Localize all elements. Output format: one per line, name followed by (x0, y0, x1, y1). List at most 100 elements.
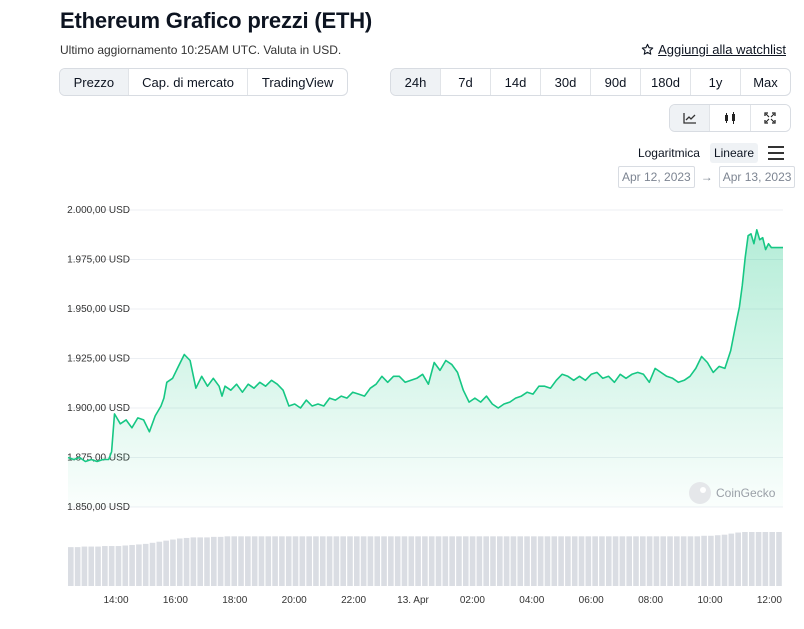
volume-bar (401, 536, 408, 586)
x-tick-label: 08:00 (638, 595, 663, 606)
volume-bar (517, 536, 524, 586)
volume-bar (462, 536, 469, 586)
x-tick-label: 16:00 (163, 595, 188, 606)
range-90d[interactable]: 90d (591, 69, 641, 95)
hamburger-menu-icon[interactable] (768, 146, 784, 160)
volume-bar (176, 538, 183, 586)
add-to-watchlist-link[interactable]: Aggiungi alla watchlist (641, 42, 786, 57)
chart-type-tabs: Prezzo Cap. di mercato TradingView (59, 68, 348, 96)
x-tick-label: 13. Apr (397, 595, 429, 606)
y-tick-label: 1.900,00 USD (67, 403, 130, 414)
volume-bar (354, 536, 360, 586)
x-axis-labels: 14:00 16:00 18:00 20:00 22:00 13. Apr 02:00 04:… (103, 595, 782, 606)
volume-bar (626, 536, 632, 586)
y-tick-label: 2.000,00 USD (67, 205, 130, 216)
volume-bar (224, 536, 231, 586)
last-updated-text: Ultimo aggiornamento 10:25AM UTC. Valuta… (60, 43, 342, 57)
volume-bar (74, 547, 81, 586)
volume-bar (633, 536, 639, 586)
volume-bar (551, 536, 558, 586)
volume-bar (619, 536, 626, 586)
volume-bar (510, 536, 517, 586)
volume-bar (360, 536, 367, 586)
volume-bar (531, 536, 537, 586)
volume-bar (469, 536, 476, 586)
volume-bar (660, 536, 667, 586)
tab-tradingview[interactable]: TradingView (261, 74, 334, 90)
tab-market-cap[interactable]: Cap. di mercato (129, 69, 249, 95)
volume-bar (578, 536, 585, 586)
volume-bar (313, 536, 319, 586)
range-7d[interactable]: 7d (441, 69, 491, 95)
volume-bar (231, 536, 238, 586)
line-chart-button[interactable] (670, 105, 711, 131)
volume-bar (415, 536, 421, 586)
candlestick-icon (724, 112, 735, 124)
volume-bar (680, 536, 687, 586)
y-tick-label: 1.975,00 USD (67, 255, 130, 266)
volume-bar (306, 536, 312, 586)
chart-view-toggle (669, 104, 791, 132)
range-max[interactable]: Max (753, 74, 778, 90)
volume-bar (735, 532, 741, 586)
volume-bar (183, 537, 190, 586)
price-area (68, 229, 783, 508)
date-to-input[interactable]: Apr 13, 2023 (718, 166, 796, 188)
volume-bar (136, 544, 142, 586)
volume-bar (340, 536, 346, 586)
volume-bar (755, 532, 762, 586)
range-24h[interactable]: 24h (391, 69, 441, 95)
watermark-text: CoinGecko (716, 486, 776, 500)
volume-bar (490, 536, 496, 586)
volume-bar (142, 543, 149, 586)
volume-bar (674, 536, 680, 586)
x-tick-label: 10:00 (697, 595, 722, 606)
scale-logarithmic-option[interactable]: Logaritmica (637, 146, 700, 160)
volume-bar (456, 536, 462, 586)
volume-bar (374, 536, 381, 586)
scale-linear-option[interactable]: Lineare (709, 143, 758, 163)
volume-bar (285, 536, 292, 586)
x-tick-label: 20:00 (282, 595, 307, 606)
volume-bar (197, 537, 203, 586)
y-tick-label: 1.950,00 USD (67, 304, 130, 315)
volume-bar (714, 535, 721, 586)
volume-bar (279, 536, 285, 586)
volume-bar (640, 536, 646, 586)
candlestick-chart-button[interactable] (710, 105, 751, 131)
coingecko-logo-eye (700, 487, 706, 493)
x-tick-label: 22:00 (341, 595, 366, 606)
range-1y[interactable]: 1y (691, 69, 741, 95)
volume-bar (483, 536, 489, 586)
fullscreen-button[interactable] (750, 105, 790, 131)
volume-bar (503, 536, 510, 586)
volume-bar (762, 532, 769, 586)
volume-bar (408, 536, 415, 586)
page-title: Ethereum Grafico prezzi (ETH) (60, 8, 373, 33)
volume-bar (694, 536, 701, 586)
range-14d[interactable]: 14d (491, 69, 541, 95)
volume-bar (687, 536, 694, 586)
volume-bar (524, 536, 530, 586)
volume-bar (428, 536, 435, 586)
volume-bar (394, 536, 401, 586)
scale-toggle: Logaritmica Lineare (634, 143, 784, 163)
range-180d[interactable]: 180d (641, 69, 691, 95)
y-tick-label: 1.925,00 USD (67, 354, 130, 365)
range-30d[interactable]: 30d (541, 69, 591, 95)
x-tick-label: 06:00 (579, 595, 604, 606)
watchlist-label: Aggiungi alla watchlist (658, 42, 786, 57)
volume-bar (122, 545, 129, 586)
volume-bar (129, 544, 135, 586)
tab-price[interactable]: Prezzo (60, 69, 129, 95)
date-from-input[interactable]: Apr 12, 2023 (618, 166, 695, 188)
volume-bar (265, 536, 272, 586)
volume-bar (149, 542, 156, 586)
volume-bar (156, 541, 163, 586)
volume-bar (326, 536, 333, 586)
volume-bar (612, 536, 619, 586)
volume-bar (299, 536, 306, 586)
volume-bar (102, 546, 108, 586)
volume-bar (422, 536, 428, 586)
